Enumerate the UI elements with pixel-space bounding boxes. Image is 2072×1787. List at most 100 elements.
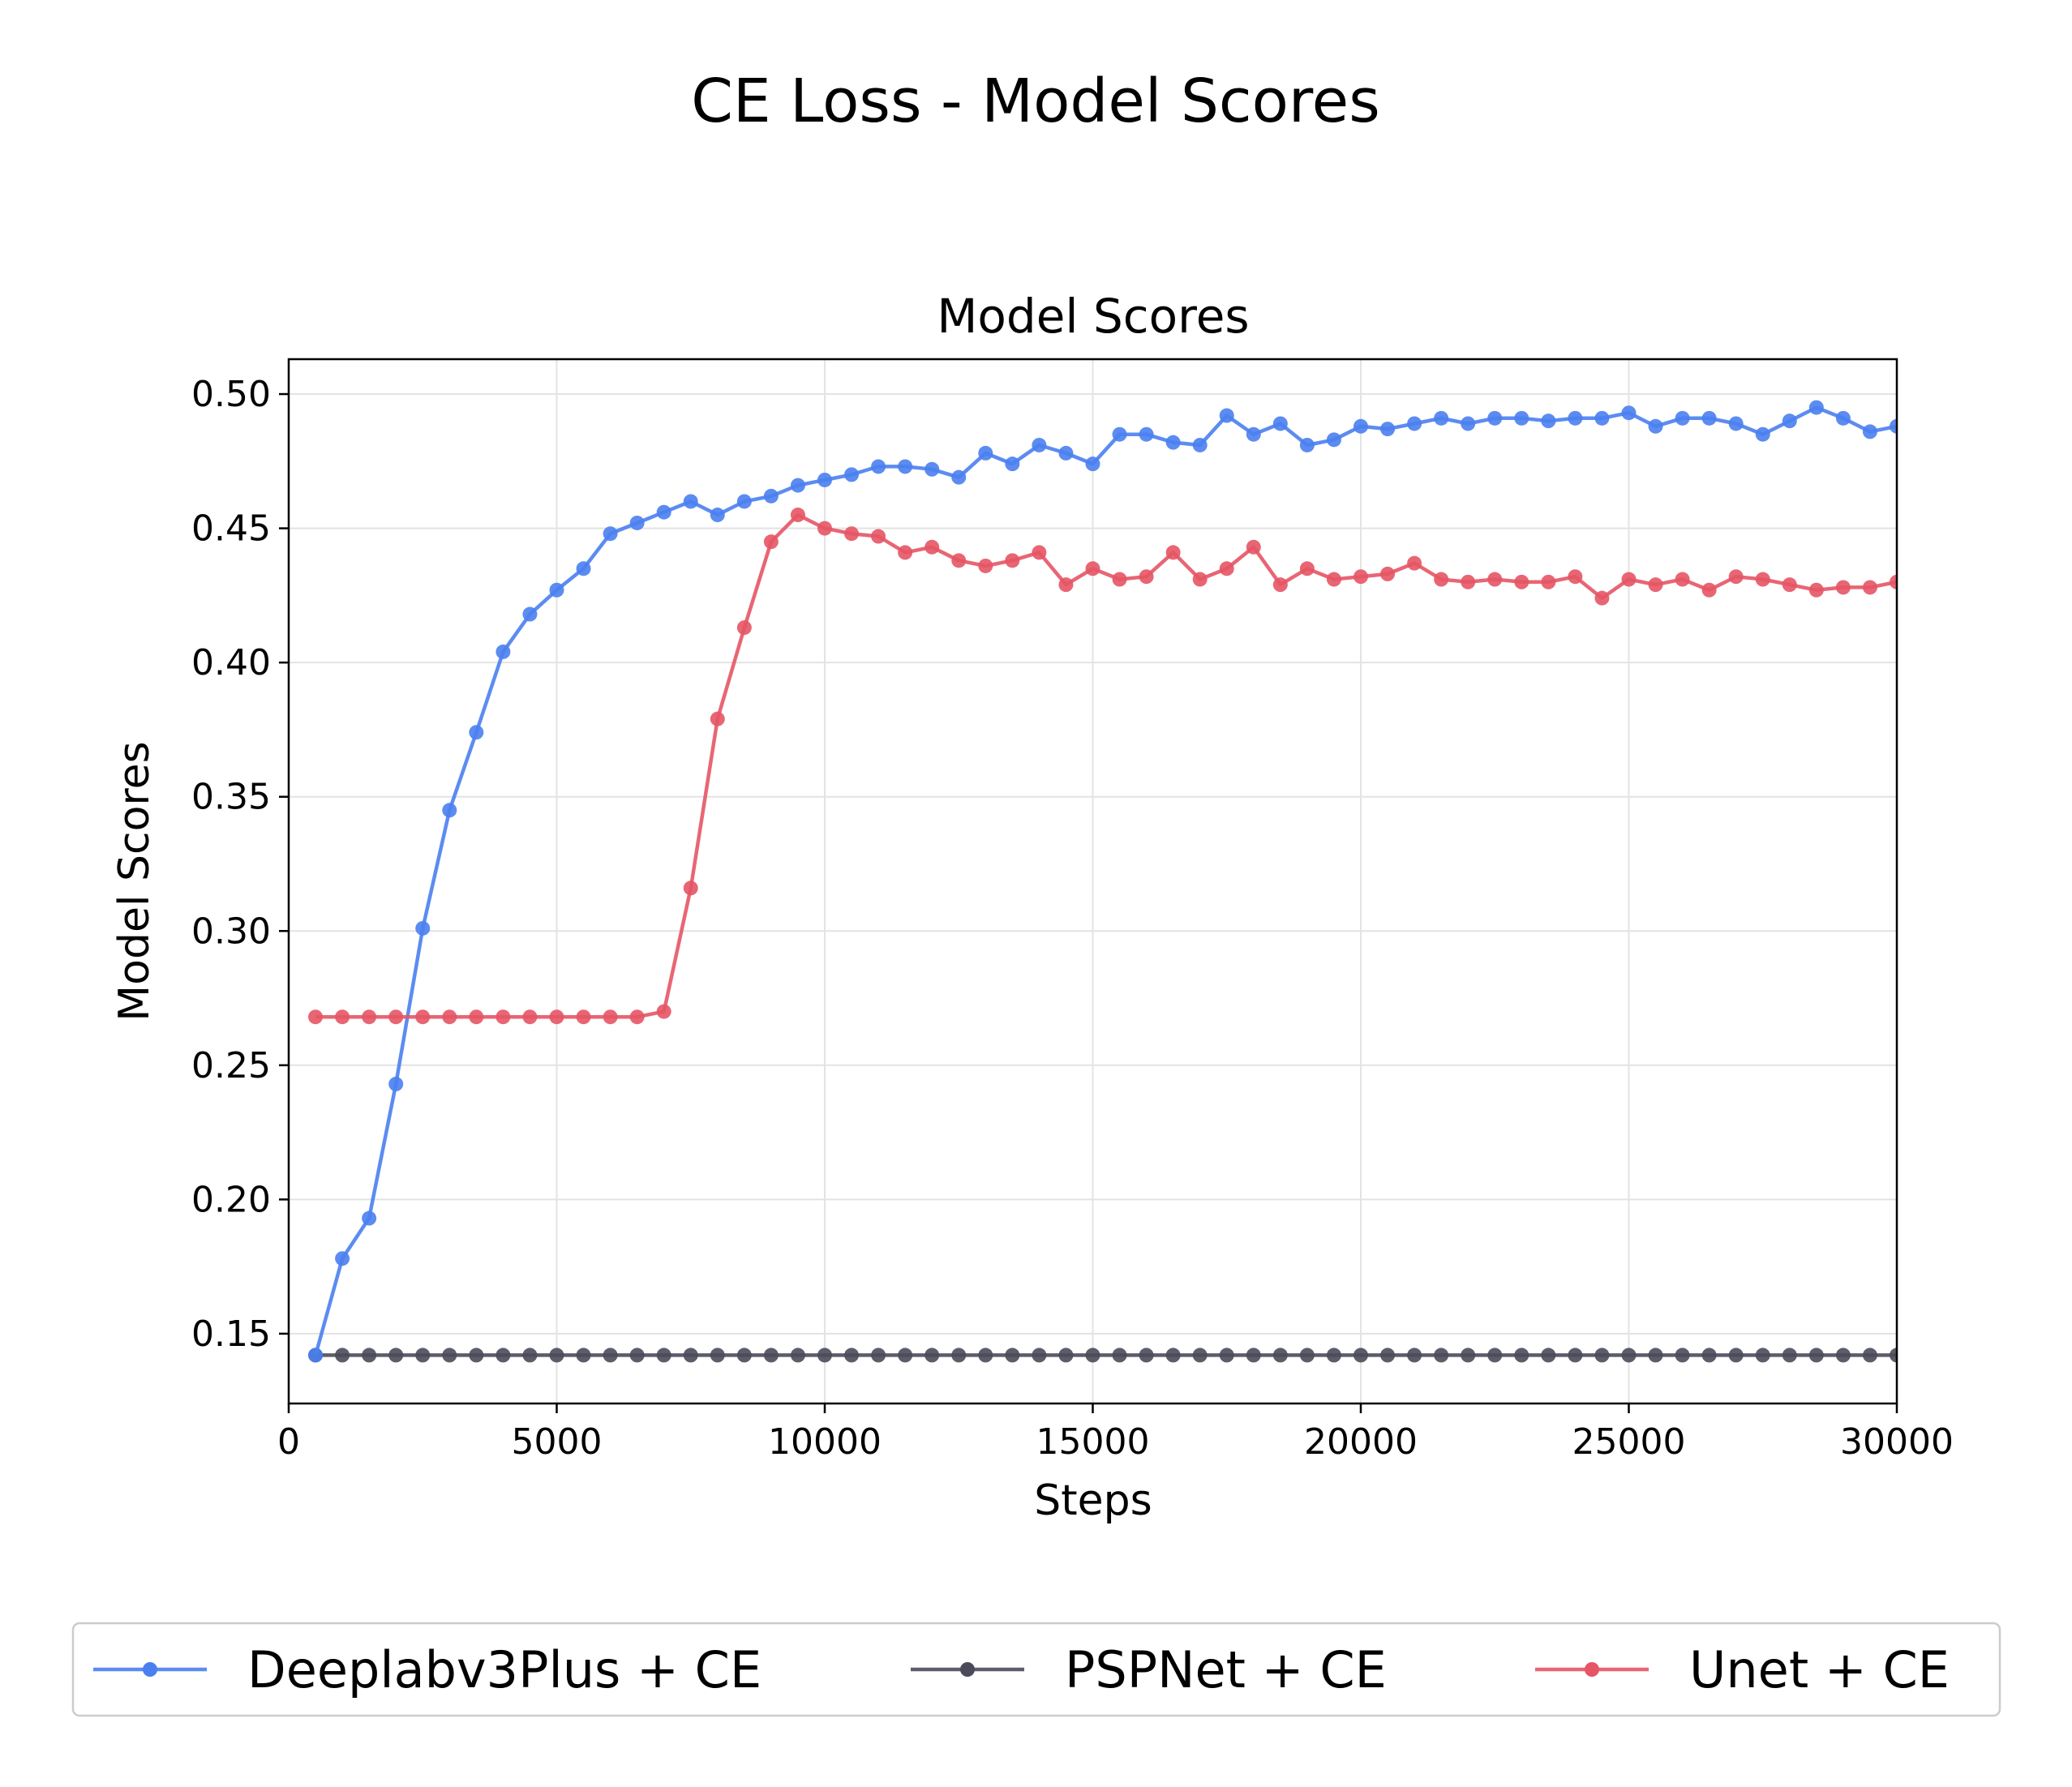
data-point bbox=[1219, 561, 1234, 576]
data-point bbox=[951, 1348, 967, 1363]
data-point bbox=[1862, 580, 1877, 595]
x-tick-label: 20000 bbox=[1304, 1421, 1418, 1463]
data-point bbox=[1005, 553, 1020, 568]
data-point bbox=[1165, 545, 1181, 560]
data-point bbox=[978, 558, 993, 573]
x-tick-label: 10000 bbox=[768, 1421, 882, 1463]
data-point bbox=[1461, 574, 1476, 589]
data-point bbox=[898, 545, 913, 560]
data-point bbox=[495, 644, 511, 659]
data-point bbox=[1701, 582, 1717, 598]
data-point bbox=[1621, 572, 1637, 587]
data-point bbox=[1862, 1348, 1877, 1363]
data-point bbox=[495, 1009, 511, 1025]
data-point bbox=[978, 1348, 993, 1363]
data-point bbox=[1701, 410, 1717, 426]
data-point bbox=[1112, 426, 1127, 442]
data-point bbox=[1326, 572, 1341, 587]
x-tick-label: 25000 bbox=[1572, 1421, 1686, 1463]
data-point bbox=[388, 1348, 404, 1363]
data-point bbox=[522, 1009, 538, 1025]
legend-marker bbox=[143, 1662, 157, 1677]
data-point bbox=[522, 606, 538, 622]
data-point bbox=[871, 1348, 886, 1363]
data-point bbox=[1005, 1348, 1020, 1363]
data-point bbox=[1461, 416, 1476, 431]
data-point bbox=[362, 1211, 377, 1226]
data-point bbox=[1808, 582, 1824, 598]
data-point bbox=[549, 1009, 564, 1025]
data-point bbox=[1541, 574, 1556, 589]
legend-label: Deeplabv3Plus + CE bbox=[247, 1640, 761, 1699]
data-point bbox=[1058, 1348, 1074, 1363]
data-point bbox=[1192, 437, 1208, 452]
data-point bbox=[308, 1009, 324, 1025]
data-point bbox=[763, 1348, 779, 1363]
data-point bbox=[817, 1348, 832, 1363]
data-point bbox=[1487, 410, 1503, 426]
data-point bbox=[1568, 569, 1583, 585]
data-point bbox=[1648, 577, 1663, 593]
data-point bbox=[710, 711, 725, 726]
data-point bbox=[1326, 432, 1341, 448]
data-point bbox=[469, 1009, 484, 1025]
data-point bbox=[576, 1009, 591, 1025]
data-point bbox=[844, 1348, 860, 1363]
data-point bbox=[1487, 1348, 1503, 1363]
data-point bbox=[1434, 572, 1449, 587]
data-point bbox=[629, 1348, 645, 1363]
data-point bbox=[1272, 577, 1288, 593]
data-point bbox=[442, 1348, 457, 1363]
legend-frame bbox=[71, 1622, 2001, 1717]
data-point bbox=[844, 467, 860, 482]
series-line bbox=[313, 405, 1897, 1356]
data-point bbox=[1755, 1348, 1770, 1363]
y-tick-label: 0.35 bbox=[191, 777, 271, 818]
data-point bbox=[1675, 410, 1690, 426]
data-point bbox=[1219, 1348, 1234, 1363]
y-tick-label: 0.25 bbox=[191, 1045, 271, 1086]
data-point bbox=[1755, 572, 1770, 587]
data-point bbox=[1675, 572, 1690, 587]
data-point bbox=[1701, 1348, 1717, 1363]
data-point bbox=[1005, 456, 1020, 472]
data-point bbox=[1380, 1348, 1396, 1363]
legend-marker bbox=[960, 1662, 975, 1677]
series-1 bbox=[308, 1348, 1897, 1363]
data-point bbox=[603, 1009, 618, 1025]
legend-label: PSPNet + CE bbox=[1065, 1640, 1387, 1699]
data-point bbox=[1890, 1348, 1897, 1363]
data-point bbox=[1835, 1348, 1851, 1363]
data-point bbox=[898, 1348, 913, 1363]
data-point bbox=[790, 1348, 805, 1363]
data-point bbox=[335, 1348, 350, 1363]
data-point bbox=[495, 1348, 511, 1363]
data-point bbox=[603, 1348, 618, 1363]
data-point bbox=[817, 521, 832, 536]
data-point bbox=[1594, 410, 1610, 426]
data-point bbox=[1299, 561, 1315, 576]
data-point bbox=[1353, 1348, 1368, 1363]
data-point bbox=[871, 529, 886, 544]
data-point bbox=[1032, 545, 1047, 560]
grid bbox=[288, 359, 1898, 1403]
data-point bbox=[576, 1348, 591, 1363]
data-point bbox=[1755, 426, 1770, 442]
data-point bbox=[1165, 1348, 1181, 1363]
y-tick-label: 0.15 bbox=[191, 1313, 271, 1355]
data-point bbox=[817, 472, 832, 487]
data-point bbox=[1782, 414, 1797, 429]
data-point bbox=[1835, 580, 1851, 595]
data-point bbox=[1246, 1348, 1261, 1363]
data-point bbox=[1085, 456, 1100, 472]
data-point bbox=[576, 561, 591, 576]
data-point bbox=[1407, 1348, 1422, 1363]
data-point bbox=[1299, 437, 1315, 452]
data-point bbox=[1862, 424, 1877, 439]
data-point bbox=[1728, 416, 1744, 431]
data-point bbox=[1380, 566, 1396, 581]
y-tick-label: 0.45 bbox=[191, 508, 271, 550]
data-point bbox=[951, 469, 967, 485]
data-point bbox=[1407, 416, 1422, 431]
